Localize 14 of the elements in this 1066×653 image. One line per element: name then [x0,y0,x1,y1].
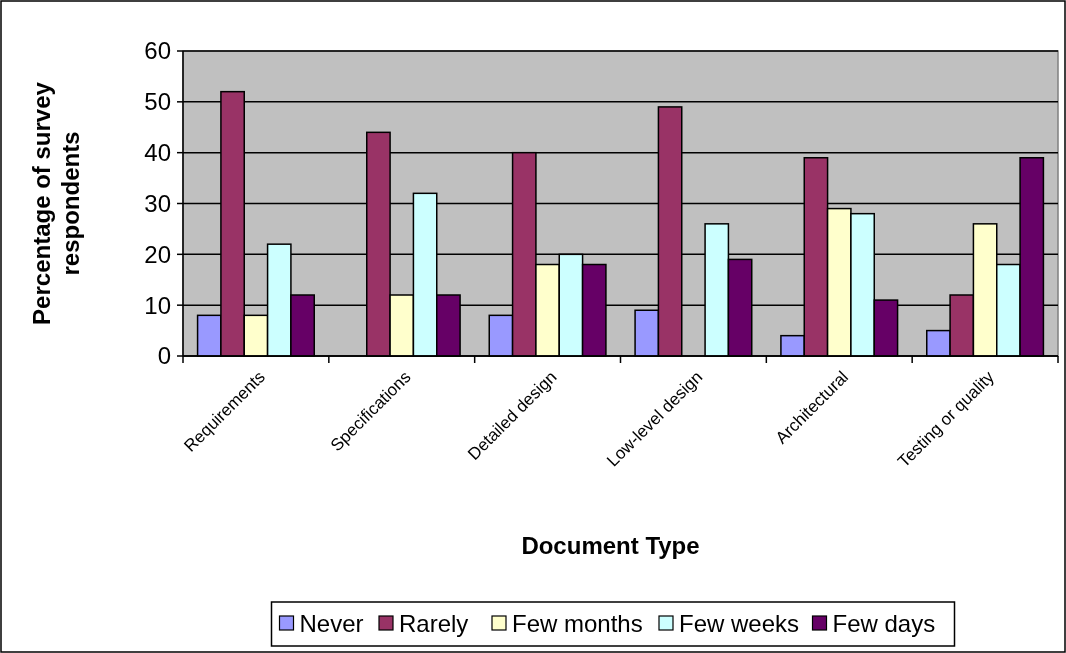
legend-label: Few days [832,610,936,638]
y-tick-label: 30 [144,189,171,217]
y-axis-title: Percentage of survey respondents [28,81,84,325]
legend-label: Never [299,610,364,638]
legend-label: Few weeks [679,610,800,638]
y-tick-label: 50 [144,88,171,116]
legend-label: Rarely [399,610,469,638]
y-tick-label: 60 [144,37,171,65]
x-axis-title: Document Type [521,532,700,559]
y-tick-label: 0 [157,342,171,370]
y-tick-label: 20 [144,240,171,268]
legend-label: Few months [512,610,643,638]
y-tick-label: 40 [144,139,171,167]
y-tick-label: 10 [144,291,171,319]
